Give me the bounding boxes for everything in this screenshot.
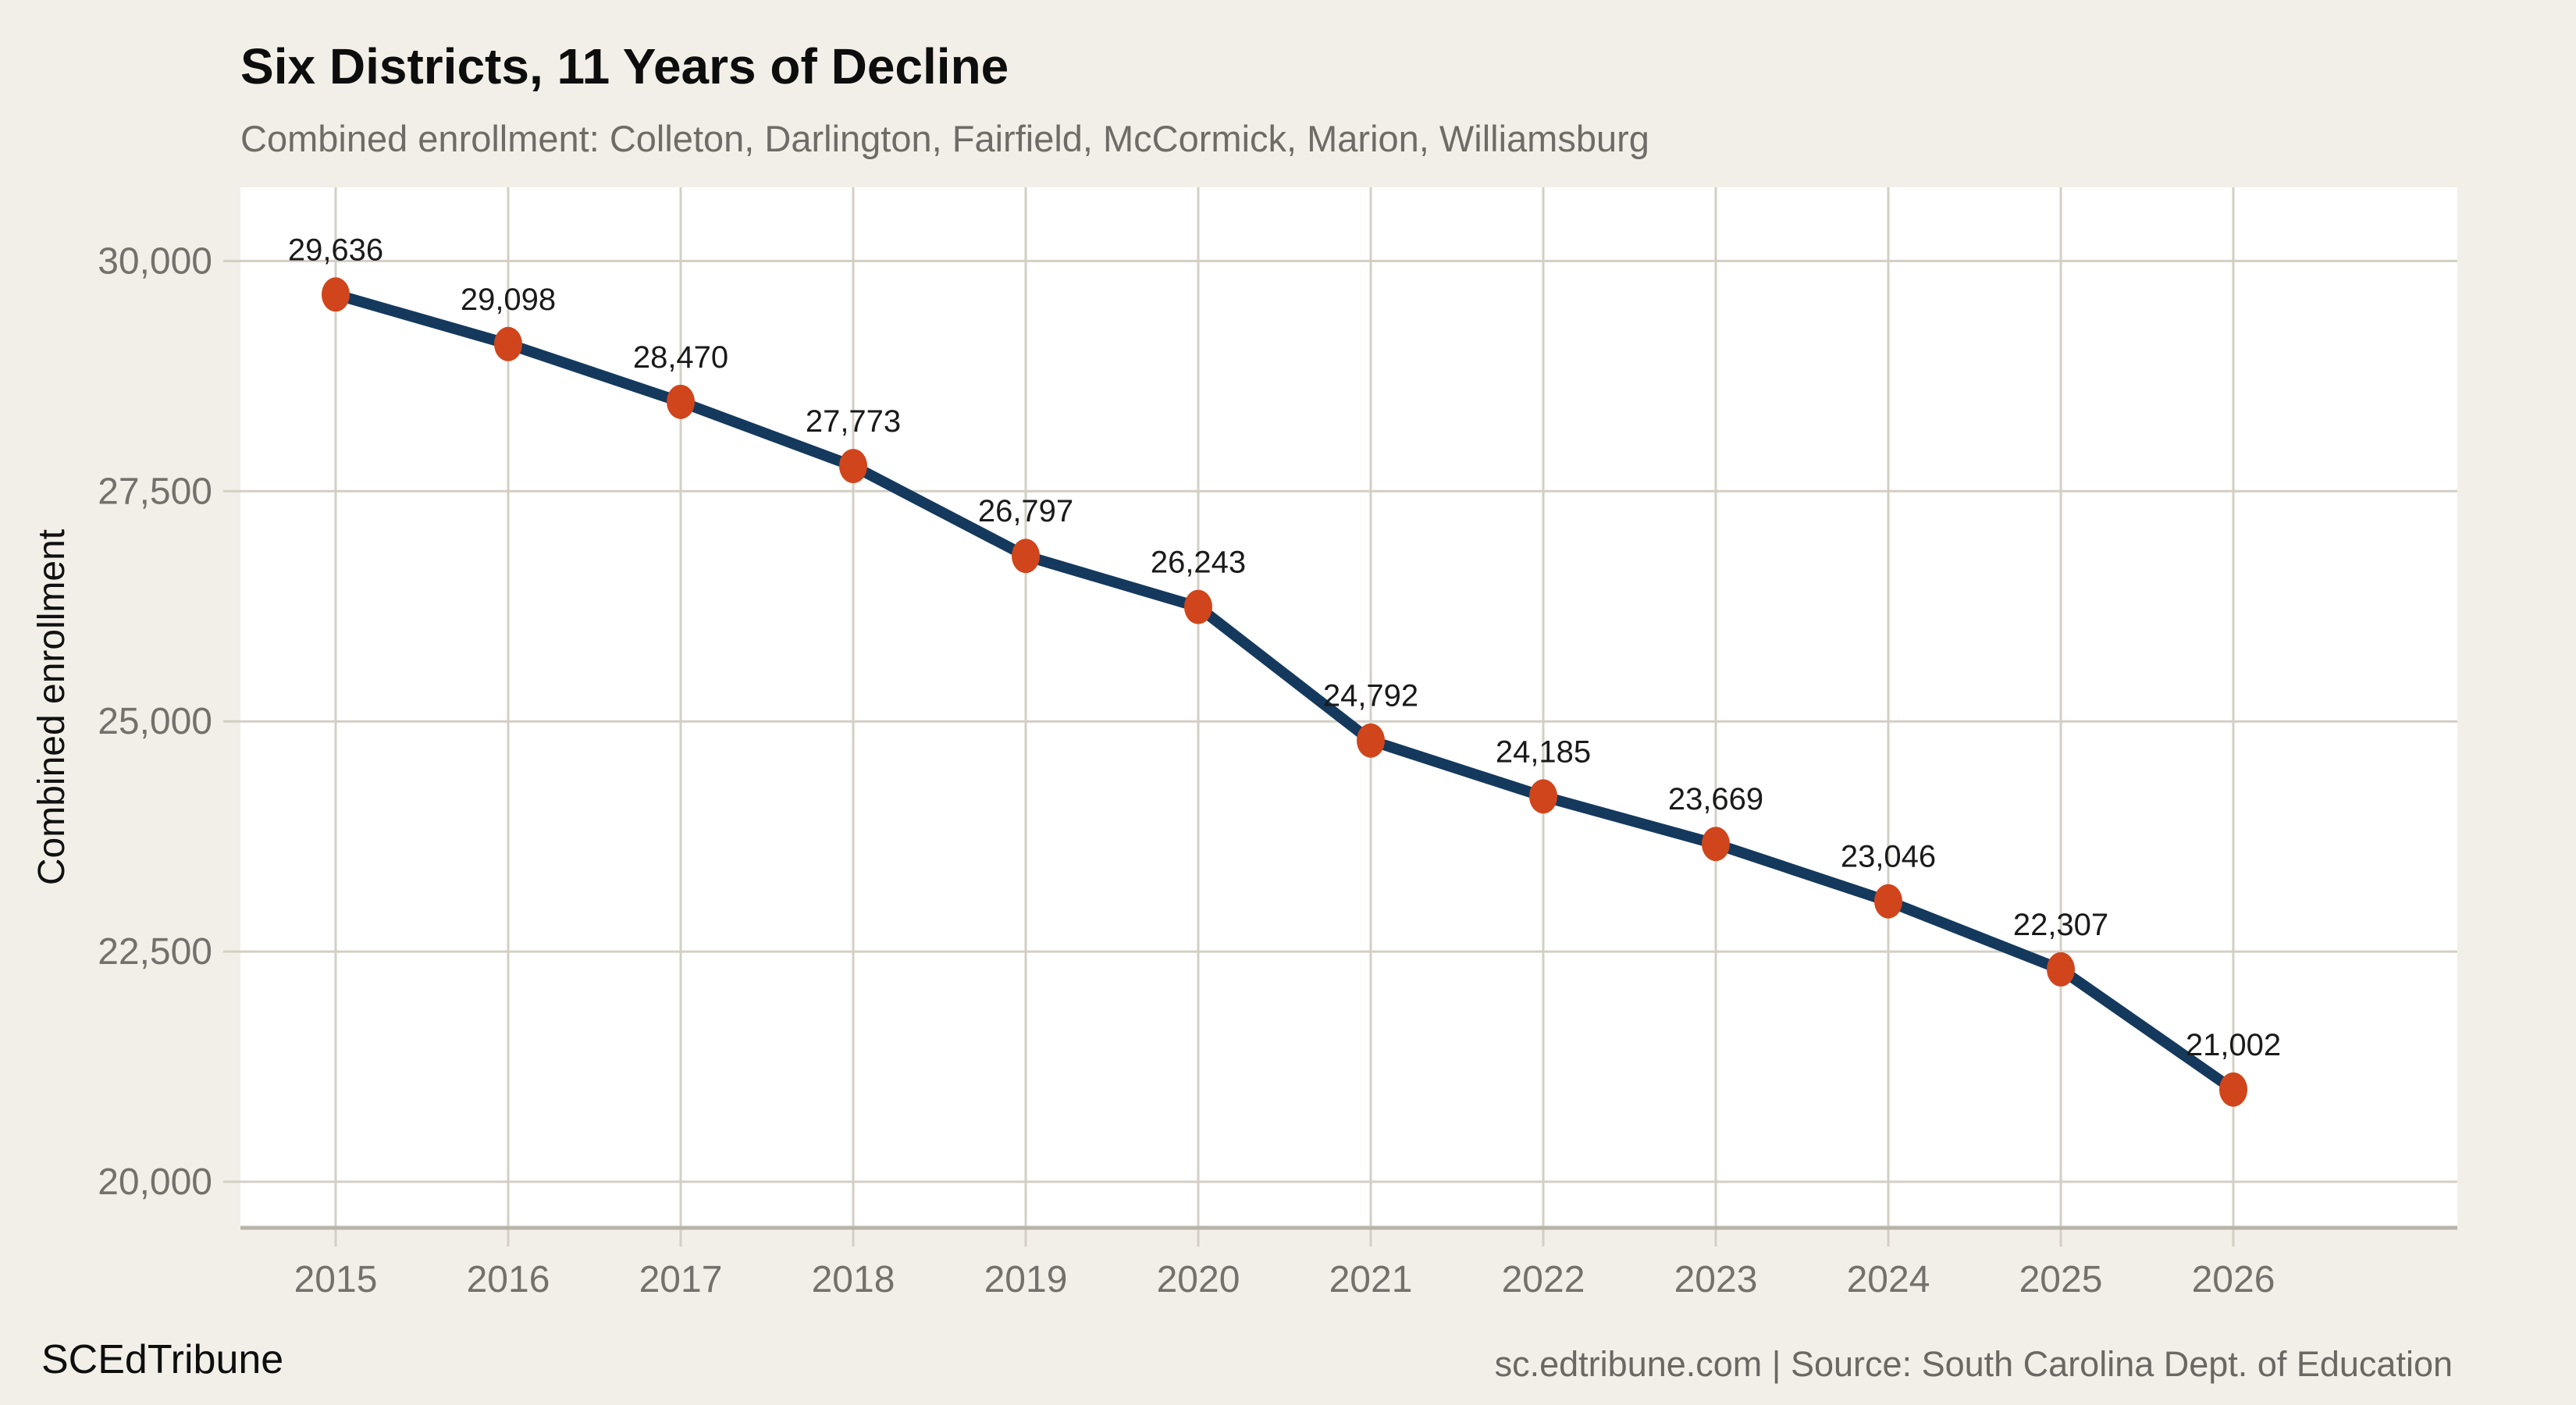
data-point-2015[interactable]	[322, 277, 350, 312]
data-point-2020[interactable]	[1184, 589, 1212, 624]
y-tick-label-30000: 30,000	[98, 240, 212, 282]
x-tick-label-2018: 2018	[812, 1259, 895, 1300]
data-point-label-2017: 28,470	[633, 340, 728, 375]
x-tick-label-2021: 2021	[1329, 1259, 1413, 1300]
x-tick-label-2023: 2023	[1674, 1259, 1758, 1300]
y-tick-label-22500: 22,500	[98, 931, 212, 973]
x-tick-label-2019: 2019	[984, 1259, 1068, 1300]
chart-subtitle: Combined enrollment: Colleton, Darlingto…	[240, 118, 1649, 159]
x-tick-label-2026: 2026	[2192, 1259, 2275, 1300]
y-axis-title: Combined enrollment	[31, 529, 73, 885]
data-point-label-2026: 21,002	[2186, 1028, 2281, 1062]
brand-wordmark: SCEdTribune	[41, 1337, 284, 1382]
data-point-label-2024: 23,046	[1841, 840, 1936, 874]
data-point-2016[interactable]	[494, 326, 522, 361]
x-tick-label-2022: 2022	[1502, 1259, 1585, 1300]
data-point-label-2023: 23,669	[1668, 782, 1763, 816]
y-tick-label-27500: 27,500	[98, 471, 212, 512]
data-point-label-2025: 22,307	[2013, 908, 2108, 942]
data-point-2019[interactable]	[1012, 539, 1040, 574]
x-tick-label-2024: 2024	[1847, 1259, 1930, 1300]
data-point-label-2018: 27,773	[806, 404, 901, 439]
chart-title: Six Districts, 11 Years of Decline	[240, 38, 1009, 94]
data-point-2023[interactable]	[1702, 827, 1730, 862]
x-tick-label-2017: 2017	[639, 1259, 723, 1300]
data-point-2017[interactable]	[667, 384, 695, 419]
trend-line	[330, 289, 2239, 1095]
x-tick-label-2015: 2015	[294, 1259, 378, 1300]
data-point-2026[interactable]	[2219, 1072, 2247, 1107]
data-point-label-2021: 24,792	[1323, 679, 1418, 713]
data-point-label-2019: 26,797	[978, 494, 1073, 528]
data-point-2024[interactable]	[1874, 884, 1902, 919]
data-point-label-2020: 26,243	[1151, 546, 1246, 580]
data-point-2021[interactable]	[1357, 723, 1385, 758]
x-tick-label-2025: 2025	[2019, 1259, 2103, 1300]
plot-layer: 2015 2016 2017 2018 2019 2020 2021 2022 2023 2024…	[98, 187, 2457, 1300]
x-tick-label-2016: 2016	[467, 1259, 550, 1300]
data-point-label-2016: 29,098	[461, 283, 556, 317]
data-point-label-2022: 24,185	[1496, 735, 1591, 769]
y-tick-label-25000: 25,000	[98, 701, 212, 742]
data-point-2018[interactable]	[839, 449, 867, 484]
data-point-label-2015: 29,636	[288, 233, 383, 267]
data-point-2022[interactable]	[1529, 779, 1557, 814]
attribution-text: sc.edtribune.com | Source: South Carolin…	[1494, 1344, 2453, 1384]
y-tick-label-20000: 20,000	[98, 1161, 212, 1203]
plot-area	[240, 187, 2457, 1228]
x-tick-label-2020: 2020	[1157, 1259, 1240, 1300]
data-point-2025[interactable]	[2047, 951, 2075, 987]
